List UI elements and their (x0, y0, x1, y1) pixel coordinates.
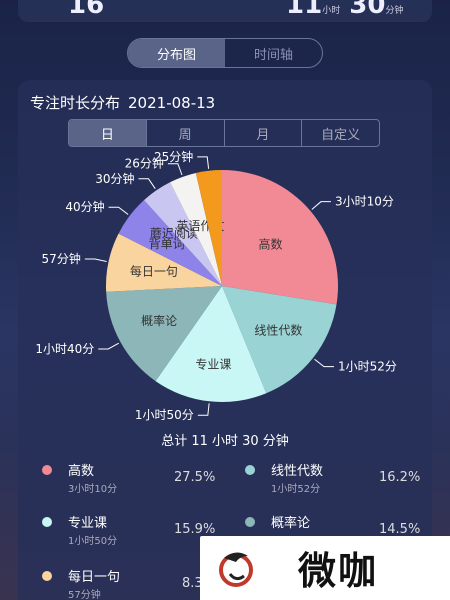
pie-slice[interactable] (143, 182, 222, 286)
summary-bar: 16 11小时 30分钟 (18, 0, 432, 22)
summary-right-value: 11小时 30分钟 (286, 0, 403, 20)
slice-duration-label: 40分钟 (65, 199, 104, 214)
watermark-text: 微咖 (298, 549, 379, 593)
legend-dot (245, 517, 255, 527)
pie-slice[interactable] (106, 286, 222, 382)
legend-name: 线性代数 (271, 464, 324, 479)
slice-name-label: 线性代数 (254, 323, 302, 338)
card-date[interactable]: 2021-08-13 (128, 94, 216, 112)
pie-slice[interactable] (222, 170, 338, 305)
dragon-logo-icon (219, 552, 253, 587)
tab-distribution[interactable]: 分布图 (128, 39, 225, 67)
total-duration: 总计 11 小时 30 分钟 (161, 434, 289, 449)
leader-line (98, 342, 119, 350)
legend-name: 高数 (68, 464, 95, 479)
leader-line (138, 178, 156, 189)
pie-slice[interactable] (170, 172, 222, 286)
legend-percent: 27.5% (174, 470, 216, 485)
legend-percent: 8.3 (182, 576, 203, 591)
legend-dot (42, 465, 52, 475)
summary-left-value: 16 (68, 0, 105, 20)
summary-minutes: 30 (349, 0, 386, 20)
leader-line (197, 403, 210, 416)
pie-slice[interactable] (118, 200, 222, 286)
range-switcher: 日 周 月 自定义 (68, 119, 380, 147)
watermark-logo: 微咖 (200, 536, 450, 600)
slice-name-label: 概率论 (141, 313, 177, 328)
view-switcher: 分布图 时间轴 (127, 38, 323, 68)
legend-name: 每日一句 (68, 570, 121, 585)
pie-slice[interactable] (222, 286, 337, 394)
slice-duration-label: 30分钟 (95, 171, 134, 186)
tab-day[interactable]: 日 (69, 120, 146, 146)
slice-duration-label: 3小时10分 (335, 195, 394, 209)
leader-line (311, 201, 331, 210)
pie-slice[interactable] (195, 170, 222, 286)
tab-month[interactable]: 月 (223, 120, 302, 146)
slice-name-label: 高数 (259, 237, 283, 252)
slice-duration-label: 1小时50分 (135, 408, 194, 422)
leader-line (108, 206, 129, 215)
slice-name-label: 每日一句 (130, 264, 178, 279)
leader-line (314, 358, 334, 368)
slice-duration-label: 26分钟 (125, 156, 164, 171)
legend-name: 专业课 (68, 516, 108, 531)
leader-line (167, 163, 183, 176)
pie-slice[interactable] (155, 286, 267, 403)
legend-duration: 3小时10分 (68, 484, 118, 495)
slice-duration-label: 25分钟 (154, 149, 193, 164)
summary-minutes-unit: 分钟 (385, 6, 404, 16)
legend-duration: 57分钟 (68, 590, 101, 600)
slice-name-label: 背单词 (149, 237, 185, 251)
legend-duration: 1小时52分 (271, 484, 321, 495)
legend-percent: 14.5% (379, 522, 421, 537)
summary-hours: 11 (286, 0, 323, 20)
leader-line (84, 258, 107, 262)
slice-duration-label: 1小时52分 (338, 360, 397, 374)
summary-hours-unit: 小时 (322, 6, 341, 16)
legend-dot (42, 517, 52, 527)
slice-duration-label: 57分钟 (42, 251, 81, 266)
pie-slice[interactable] (106, 233, 222, 292)
leader-line (197, 156, 210, 169)
legend-duration: 1小时50分 (68, 536, 118, 547)
tab-timeline[interactable]: 时间轴 (253, 47, 293, 63)
legend-name: 概率论 (271, 516, 311, 531)
legend-dot (42, 571, 52, 581)
tab-custom[interactable]: 自定义 (301, 120, 379, 146)
legend-percent: 16.2% (379, 470, 421, 485)
slice-duration-label: 1小时40分 (35, 342, 94, 356)
legend-percent: 15.9% (174, 522, 216, 537)
card-title-text: 专注时长分布 (30, 94, 121, 112)
tab-week[interactable]: 周 (145, 120, 224, 146)
legend-dot (245, 465, 255, 475)
slice-name-label: 专业课 (195, 356, 231, 371)
card-title: 专注时长分布 2021-08-13 (30, 92, 215, 113)
